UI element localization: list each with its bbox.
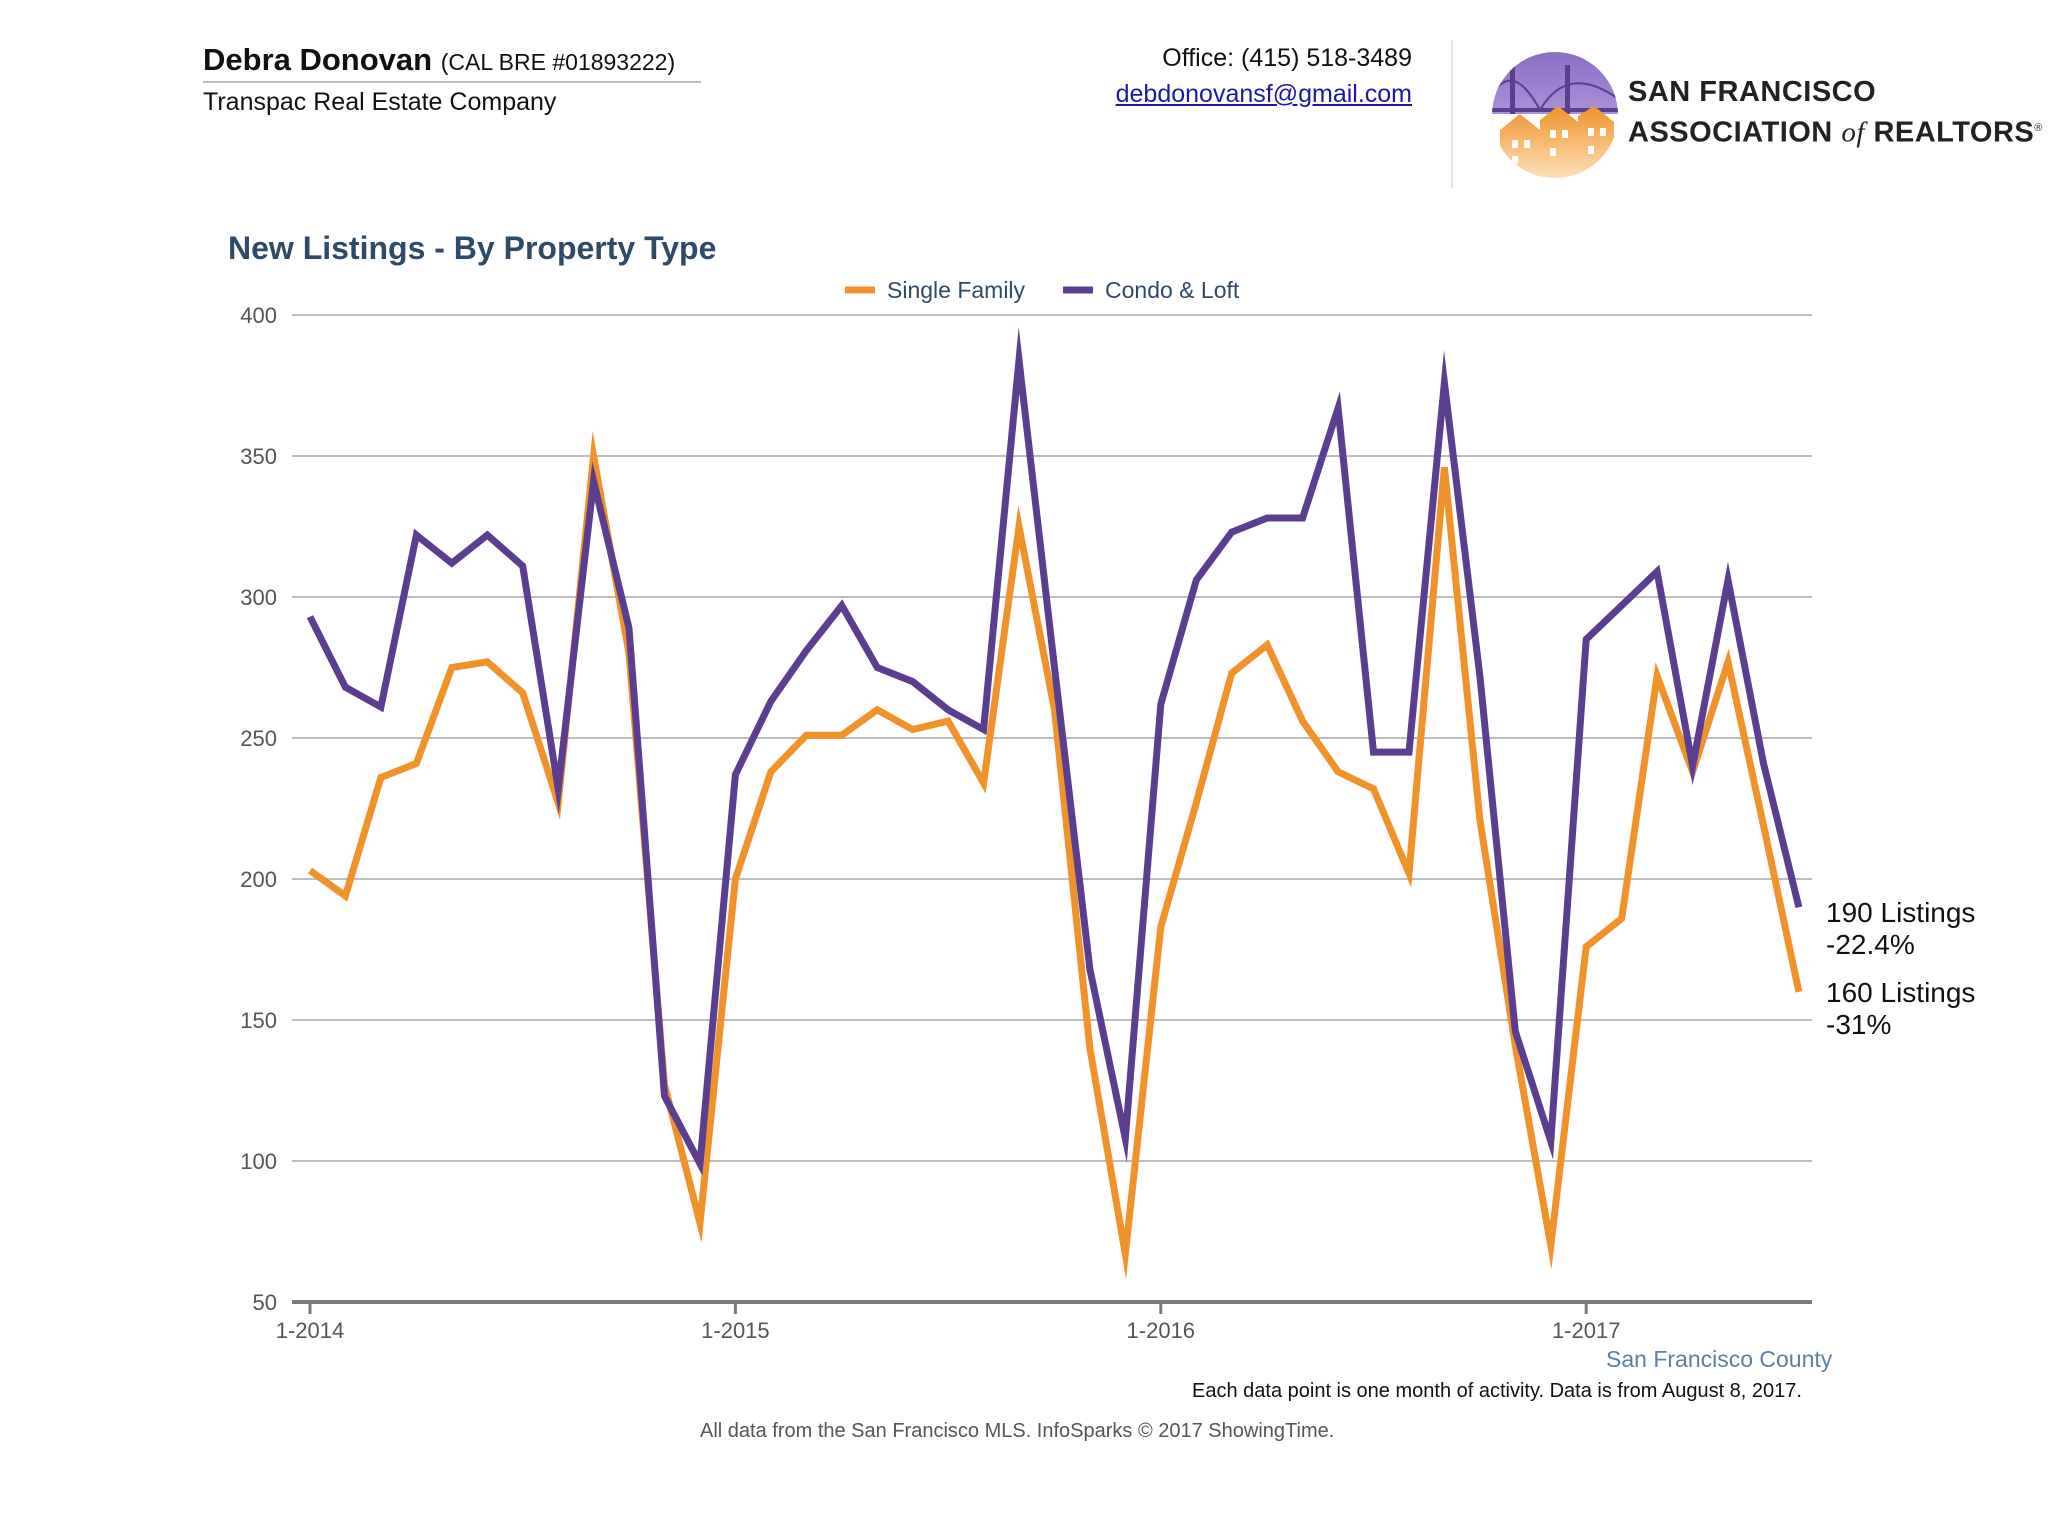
end-label-change: -22.4%: [1826, 929, 1915, 960]
y-tick-label: 100: [240, 1149, 277, 1174]
county-label: San Francisco County: [1606, 1346, 1833, 1372]
org-name-line2: ASSOCIATION of REALTORS®: [1628, 110, 2043, 151]
end-label-count: 160 Listings: [1826, 977, 1975, 1008]
x-tick-label: 1-2016: [1127, 1318, 1196, 1343]
org-name-realtors: REALTORS: [1873, 116, 2035, 149]
x-tick-label: 1-2014: [276, 1318, 345, 1343]
condo-loft-line: [306, 326, 1803, 1176]
legend-label: Condo & Loft: [1105, 277, 1240, 303]
realtors-logo-icon: [1490, 50, 1620, 185]
x-tick-label: 1-2015: [701, 1318, 770, 1343]
agent-license: (CAL BRE #01893222): [440, 49, 676, 75]
data-note: Each data point is one month of activity…: [1192, 1380, 1802, 1402]
end-label-change: -31%: [1826, 1009, 1891, 1040]
email-link[interactable]: debdonovansf@gmail.com: [1115, 80, 1412, 108]
agent-name-text: Debra Donovan: [203, 42, 433, 77]
y-tick-label: 50: [253, 1290, 277, 1315]
org-name-line1: SAN FRANCISCO: [1628, 76, 1877, 108]
end-label-count: 190 Listings: [1826, 897, 1975, 928]
data-source: All data from the San Francisco MLS. Inf…: [700, 1420, 1335, 1442]
org-name-of: of: [1841, 116, 1865, 149]
registered-mark: ®: [2034, 122, 2043, 134]
y-tick-label: 250: [240, 726, 277, 751]
agent-name: Debra Donovan (CAL BRE #01893222): [203, 42, 675, 78]
x-tick-label: 1-2017: [1552, 1318, 1621, 1343]
agent-company: Transpac Real Estate Company: [203, 88, 557, 116]
y-tick-label: 400: [240, 303, 277, 328]
y-tick-label: 150: [240, 1008, 277, 1033]
agent-name-underline: [203, 81, 701, 83]
y-tick-label: 200: [240, 867, 277, 892]
office-phone: Office: (415) 518-3489: [1162, 44, 1412, 72]
chart-title: New Listings - By Property Type: [228, 230, 717, 266]
y-tick-label: 350: [240, 444, 277, 469]
header-divider: [1451, 40, 1453, 188]
single-family-line: [307, 430, 1803, 1280]
realtors-logo-text: SAN FRANCISCO ASSOCIATION of REALTORS®: [1628, 74, 2043, 151]
y-tick-label: 300: [240, 585, 277, 610]
legend-label: Single Family: [887, 277, 1026, 303]
org-name-association: ASSOCIATION: [1628, 116, 1833, 149]
